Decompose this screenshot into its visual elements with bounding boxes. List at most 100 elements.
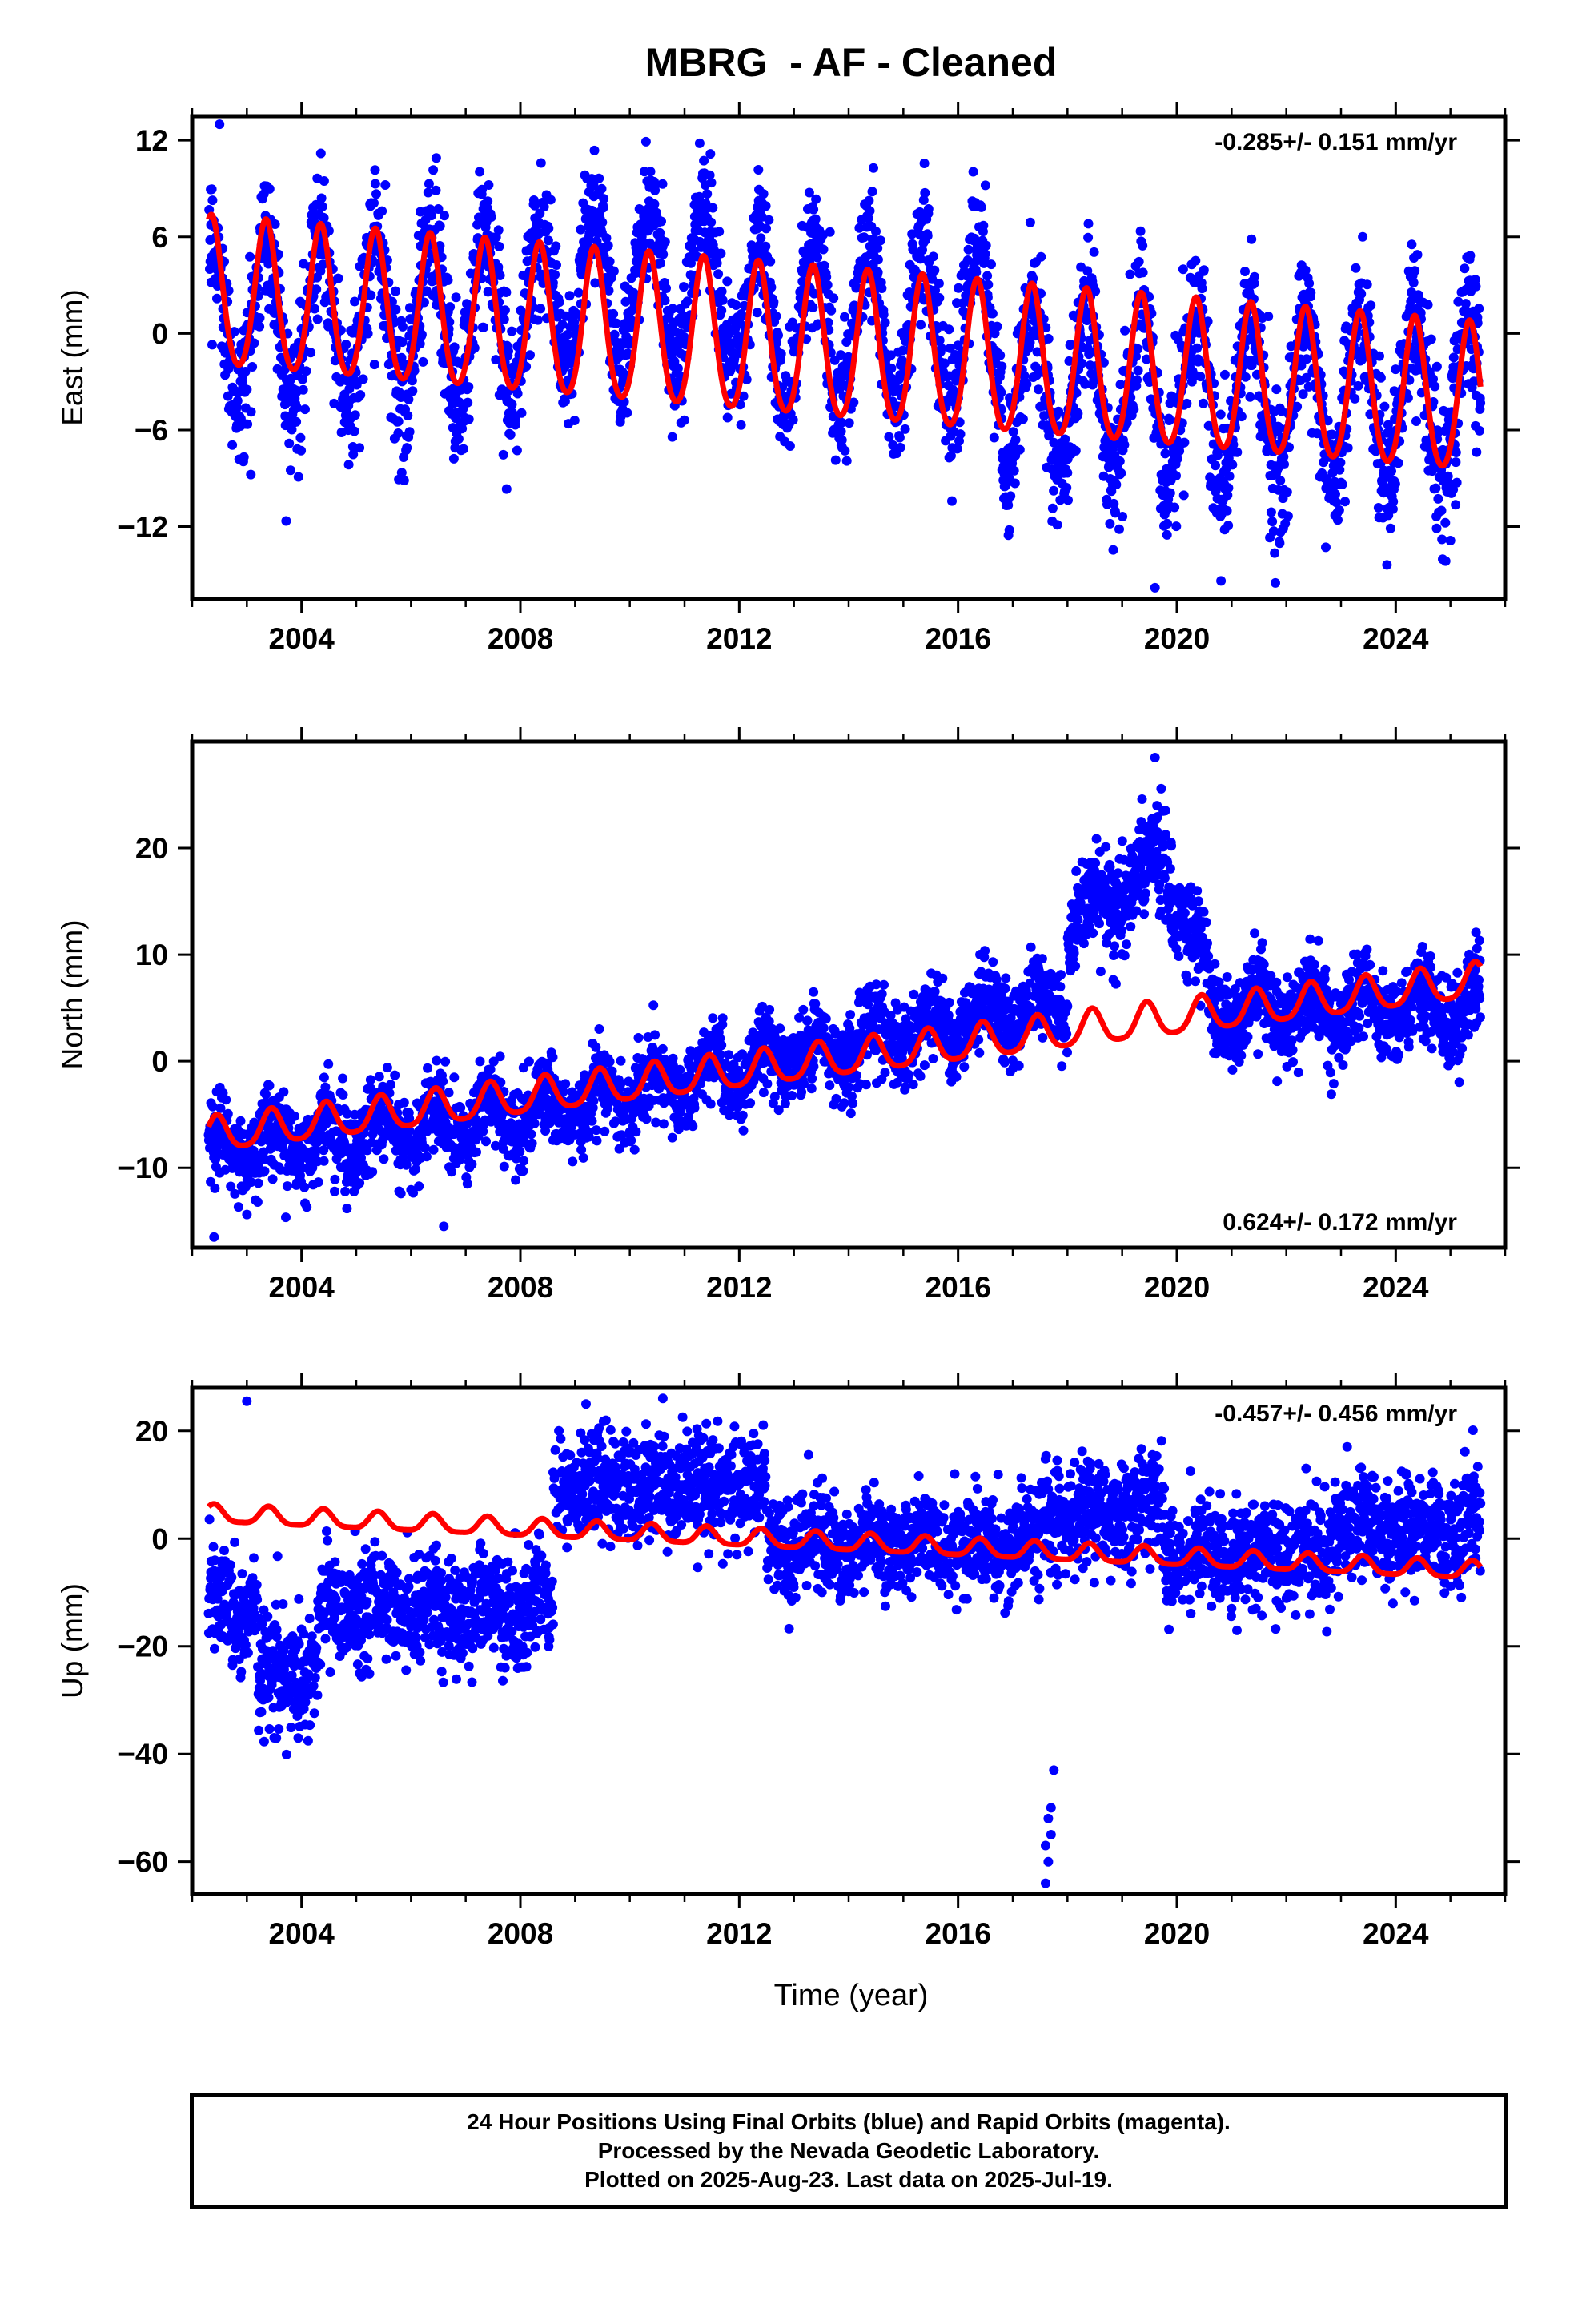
data-point <box>766 282 777 292</box>
data-point <box>987 308 998 319</box>
data-point <box>289 1111 299 1121</box>
data-point <box>1134 256 1144 267</box>
data-point <box>483 196 493 207</box>
data-point <box>1135 226 1146 236</box>
data-point <box>291 416 302 427</box>
data-point <box>374 1072 384 1082</box>
data-point <box>377 206 387 216</box>
data-point <box>1006 491 1016 501</box>
data-point <box>871 227 881 236</box>
data-point <box>837 435 847 445</box>
data-point <box>409 365 420 376</box>
data-point <box>404 394 414 404</box>
outlier-point <box>1271 577 1280 588</box>
data-point <box>840 445 850 456</box>
data-point <box>877 283 887 293</box>
data-point <box>1375 351 1384 361</box>
outlier-point <box>1150 582 1160 593</box>
data-point <box>255 321 265 332</box>
data-point <box>428 1144 439 1155</box>
data-point <box>495 1051 505 1062</box>
data-point <box>644 238 655 248</box>
data-point <box>319 1156 329 1166</box>
data-point <box>785 441 795 451</box>
data-point <box>494 241 504 251</box>
data-point <box>560 1079 571 1089</box>
data-point <box>1388 497 1399 507</box>
data-point <box>679 415 689 425</box>
data-point <box>355 390 366 400</box>
data-point <box>1337 479 1347 489</box>
data-point <box>650 185 661 195</box>
data-point <box>596 183 607 194</box>
data-point <box>922 231 933 241</box>
data-point <box>493 262 504 272</box>
data-point <box>431 153 441 163</box>
data-point <box>655 258 665 268</box>
data-point <box>1387 466 1396 476</box>
data-point <box>578 1152 588 1163</box>
data-point <box>1125 269 1135 279</box>
data-point <box>404 303 415 313</box>
data-point <box>512 388 523 399</box>
data-point <box>1223 483 1234 493</box>
data-point <box>371 189 381 199</box>
data-point <box>416 329 427 340</box>
data-point <box>1333 515 1343 525</box>
data-point <box>1009 465 1019 476</box>
data-point <box>1472 447 1482 457</box>
data-point <box>810 214 821 224</box>
data-point <box>557 320 568 330</box>
data-point <box>713 269 724 279</box>
data-point <box>604 256 615 267</box>
data-point <box>1178 490 1189 501</box>
data-point <box>369 360 379 370</box>
data-point <box>1073 408 1083 419</box>
data-point <box>418 356 428 367</box>
data-point <box>841 337 852 347</box>
data-point <box>591 1042 601 1052</box>
data-point <box>396 468 407 478</box>
y-tick-label: −6 <box>135 414 168 447</box>
data-point <box>608 266 619 276</box>
data-point <box>338 1090 348 1100</box>
data-point <box>660 296 670 306</box>
data-point <box>1452 477 1462 488</box>
data-point <box>1273 421 1283 432</box>
data-point <box>591 1125 601 1136</box>
data-point <box>1062 468 1073 478</box>
data-point <box>515 1147 525 1156</box>
data-point <box>758 189 769 199</box>
data-point <box>1431 523 1442 533</box>
data-point <box>769 296 779 307</box>
data-point <box>399 476 409 485</box>
data-point <box>1351 263 1361 273</box>
data-point <box>310 304 319 314</box>
data-point <box>1199 265 1209 275</box>
data-point <box>712 258 722 268</box>
data-point <box>808 302 818 312</box>
data-point <box>736 420 746 430</box>
observation-points <box>204 119 1486 593</box>
data-point <box>656 216 666 227</box>
data-point <box>365 1075 375 1085</box>
data-point <box>349 426 359 436</box>
data-point <box>811 194 821 204</box>
data-point <box>1118 512 1128 521</box>
data-point <box>1215 409 1226 420</box>
data-point <box>1393 458 1403 468</box>
data-point <box>1385 523 1395 533</box>
data-point <box>1475 425 1484 436</box>
data-point <box>1390 479 1400 489</box>
data-point <box>1358 231 1368 242</box>
data-point <box>1373 503 1383 513</box>
data-point <box>915 254 926 264</box>
data-point <box>295 432 306 443</box>
data-point <box>1474 304 1484 314</box>
data-point <box>210 1183 220 1193</box>
data-point <box>500 305 510 316</box>
data-point <box>1240 372 1251 382</box>
data-point <box>1108 545 1118 555</box>
data-point <box>603 240 613 251</box>
data-point <box>886 350 896 360</box>
